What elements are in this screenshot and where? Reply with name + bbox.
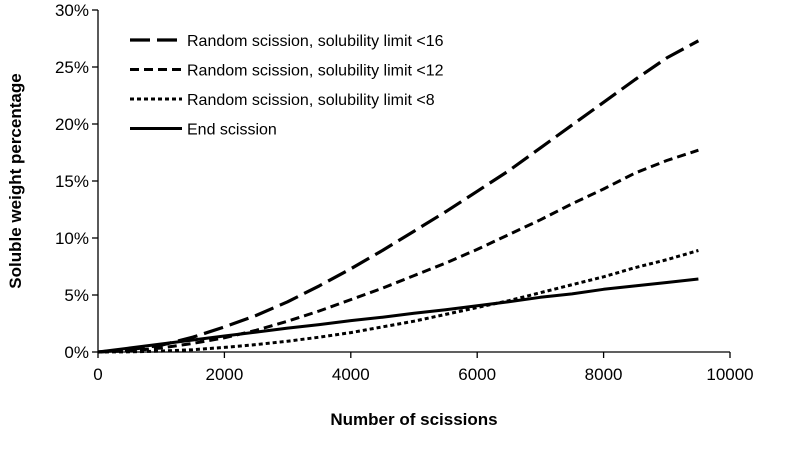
legend-label: Random scission, solubility limit <16 [187,33,444,50]
y-axis-ticks: 0% 5% 10% 15% 20% 25% 30% [55,1,98,362]
y-tick-label: 15% [55,172,89,191]
x-axis-ticks: 0 2000 4000 6000 8000 10000 [93,352,754,384]
y-tick-label: 30% [55,1,89,20]
y-tick-label: 10% [55,229,89,248]
legend-label: Random scission, solubility limit <8 [187,92,435,109]
y-tick-label: 0% [64,343,89,362]
y-tick-label: 25% [55,58,89,77]
y-tick-label: 20% [55,115,89,134]
series-line-1 [97,39,700,354]
legend-label: End scission [187,122,277,139]
series-line-3 [97,249,699,354]
x-tick-label: 2000 [205,365,243,384]
x-axis-title: Number of scissions [330,410,497,429]
y-tick-label: 5% [64,286,89,305]
series-line-2 [97,148,699,354]
legend: Random scission, solubility limit <16 Ran… [130,33,444,139]
legend-label: Random scission, solubility limit <12 [187,63,444,80]
y-axis-title: Soluble weight percentage [6,73,25,288]
x-tick-label: 4000 [332,365,370,384]
x-tick-label: 0 [93,365,102,384]
x-tick-label: 6000 [458,365,496,384]
series-layer [97,39,700,354]
series-line-4 [97,277,699,354]
x-tick-label: 8000 [585,365,623,384]
x-tick-label: 10000 [706,365,753,384]
